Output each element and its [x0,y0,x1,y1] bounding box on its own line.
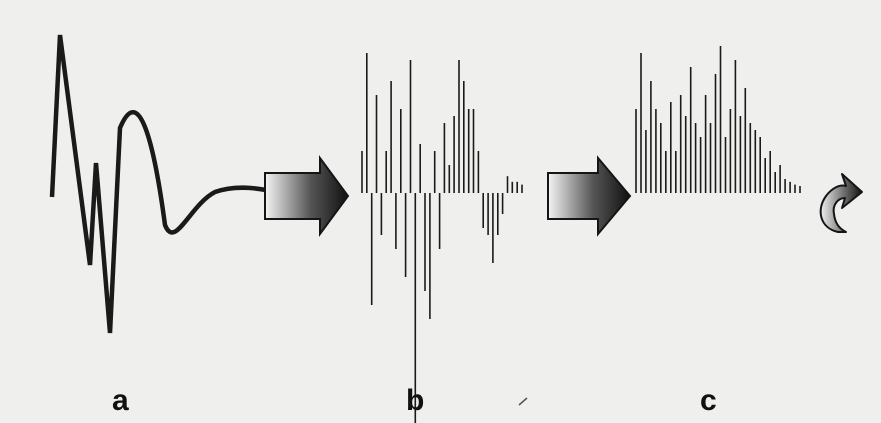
panel-label-b: b [406,384,424,417]
panel-b-stem-plot [361,53,523,423]
cycle-arrow-icon [819,173,863,233]
stray-mark [518,397,528,406]
panel-a-waveform [49,34,267,334]
panel-label-a: a [112,384,129,417]
panel-c-stem-plot [635,46,801,193]
panel-label-c: c [700,384,717,417]
damped-wave-curve [49,34,267,334]
right-arrow-icon [547,155,632,237]
right-arrow-icon [264,154,350,238]
